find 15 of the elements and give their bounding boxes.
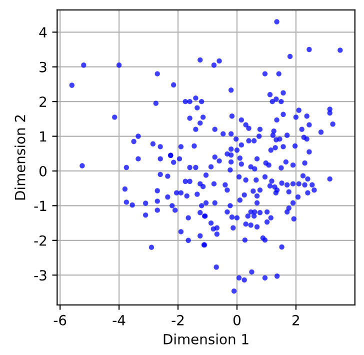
y-tick-label: -2 xyxy=(34,235,46,246)
x-tick-label: -2 xyxy=(172,314,184,326)
x-tick-label: 0 xyxy=(233,314,240,326)
y-tick-label: 2 xyxy=(40,96,46,107)
y-tick-label: 3 xyxy=(40,62,46,72)
x-tick-label: -6 xyxy=(54,314,66,326)
x-tick-label: 2 xyxy=(292,314,299,326)
y-tick-label: -3 xyxy=(34,270,46,281)
x-axis-title: Dimension 1 xyxy=(164,334,248,344)
y-tick-label: 4 xyxy=(39,27,47,38)
y-tick-label: -1 xyxy=(34,200,46,211)
y-axis-title: Dimension 2 xyxy=(14,115,26,200)
x-tick-label: -4 xyxy=(112,315,126,326)
y-tick-label: 1 xyxy=(40,131,46,142)
y-tick-label: 0 xyxy=(40,166,47,176)
